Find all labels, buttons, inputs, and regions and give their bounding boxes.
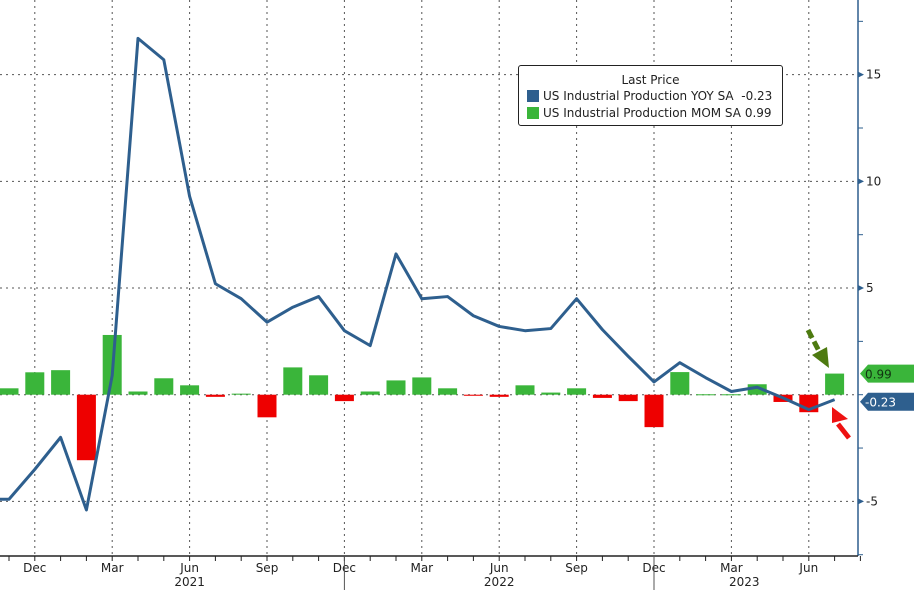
x-tick-label: Jun xyxy=(179,561,199,575)
mom-bar xyxy=(541,392,561,395)
yoy-last-badge: -0.23 xyxy=(865,396,896,410)
mom-bar xyxy=(283,367,303,395)
mom-bar xyxy=(438,388,458,395)
x-tick-label: Jun xyxy=(798,561,818,575)
y-tick-label: 15 xyxy=(866,68,881,82)
mom-bar xyxy=(463,394,483,396)
y-tick-marker xyxy=(858,71,864,78)
x-year-label: 2021 xyxy=(174,575,205,589)
mom-bar xyxy=(309,375,329,395)
y-tick-label: -5 xyxy=(866,494,878,508)
mom-bar xyxy=(0,388,19,395)
y-tick-marker xyxy=(858,178,864,185)
mom-bar xyxy=(51,370,71,395)
x-tick-label: Sep xyxy=(256,561,279,575)
mom-bar xyxy=(670,372,690,395)
mom-bar xyxy=(180,385,200,395)
mom-bar xyxy=(747,384,767,395)
mom-bar xyxy=(721,394,741,396)
mom-bar xyxy=(515,385,535,395)
mom-bar xyxy=(334,394,354,402)
mom-bar xyxy=(360,391,380,395)
red-arrow-head-icon xyxy=(832,407,848,423)
mom-bar xyxy=(489,394,509,397)
legend-title: Last Price xyxy=(621,73,680,87)
legend-label-mom: US Industrial Production MOM SA xyxy=(543,105,741,120)
legend-label-yoy: US Industrial Production YOY SA xyxy=(543,88,734,103)
x-tick-label: Mar xyxy=(720,561,743,575)
red-arrow-shaft xyxy=(836,422,851,440)
x-tick-label: Mar xyxy=(410,561,433,575)
legend-swatch-yoy xyxy=(527,89,539,102)
yoy-last-badge-bg xyxy=(860,392,914,411)
green-arrow-shaft xyxy=(805,328,823,355)
mom-bar xyxy=(412,377,432,395)
mom-bar xyxy=(76,394,96,461)
x-tick-label: Dec xyxy=(23,561,46,575)
legend-item-mom: US Industrial Production MOM SA 0.99 xyxy=(527,104,782,121)
mom-bar xyxy=(825,373,845,395)
mom-bar xyxy=(25,372,45,395)
mom-bar xyxy=(205,394,225,397)
yoy-line xyxy=(0,36,836,512)
legend: Last Price US Industrial Production YOY … xyxy=(518,65,783,126)
mom-bar xyxy=(128,391,148,395)
x-tick-label: Jun xyxy=(489,561,509,575)
legend-value-mom: 0.99 xyxy=(744,105,772,120)
mom-bar xyxy=(696,394,716,396)
mom-last-badge-bg xyxy=(860,364,914,383)
y-tick-label: 5 xyxy=(866,281,874,295)
mom-bar xyxy=(257,394,277,418)
mom-bar xyxy=(618,394,638,402)
mom-bar xyxy=(386,380,406,395)
y-tick-label: 10 xyxy=(866,174,881,188)
green-arrow-head-icon xyxy=(812,347,829,368)
y-tick-marker xyxy=(858,498,864,505)
mom-bar xyxy=(567,388,587,395)
x-tick-label: Sep xyxy=(565,561,588,575)
mom-bar xyxy=(154,378,174,395)
mom-bar xyxy=(592,394,612,398)
mom-bar xyxy=(644,394,664,428)
legend-swatch-mom xyxy=(527,106,539,119)
mom-last-badge: 0.99 xyxy=(865,368,892,382)
x-year-label: 2023 xyxy=(729,575,760,589)
legend-value-yoy: -0.23 xyxy=(741,88,773,103)
x-tick-label: Mar xyxy=(101,561,124,575)
y-tick-marker xyxy=(858,285,864,292)
legend-item-yoy: US Industrial Production YOY SA -0.23 xyxy=(527,87,782,104)
mom-bar xyxy=(231,393,251,395)
x-year-label: 2022 xyxy=(484,575,515,589)
